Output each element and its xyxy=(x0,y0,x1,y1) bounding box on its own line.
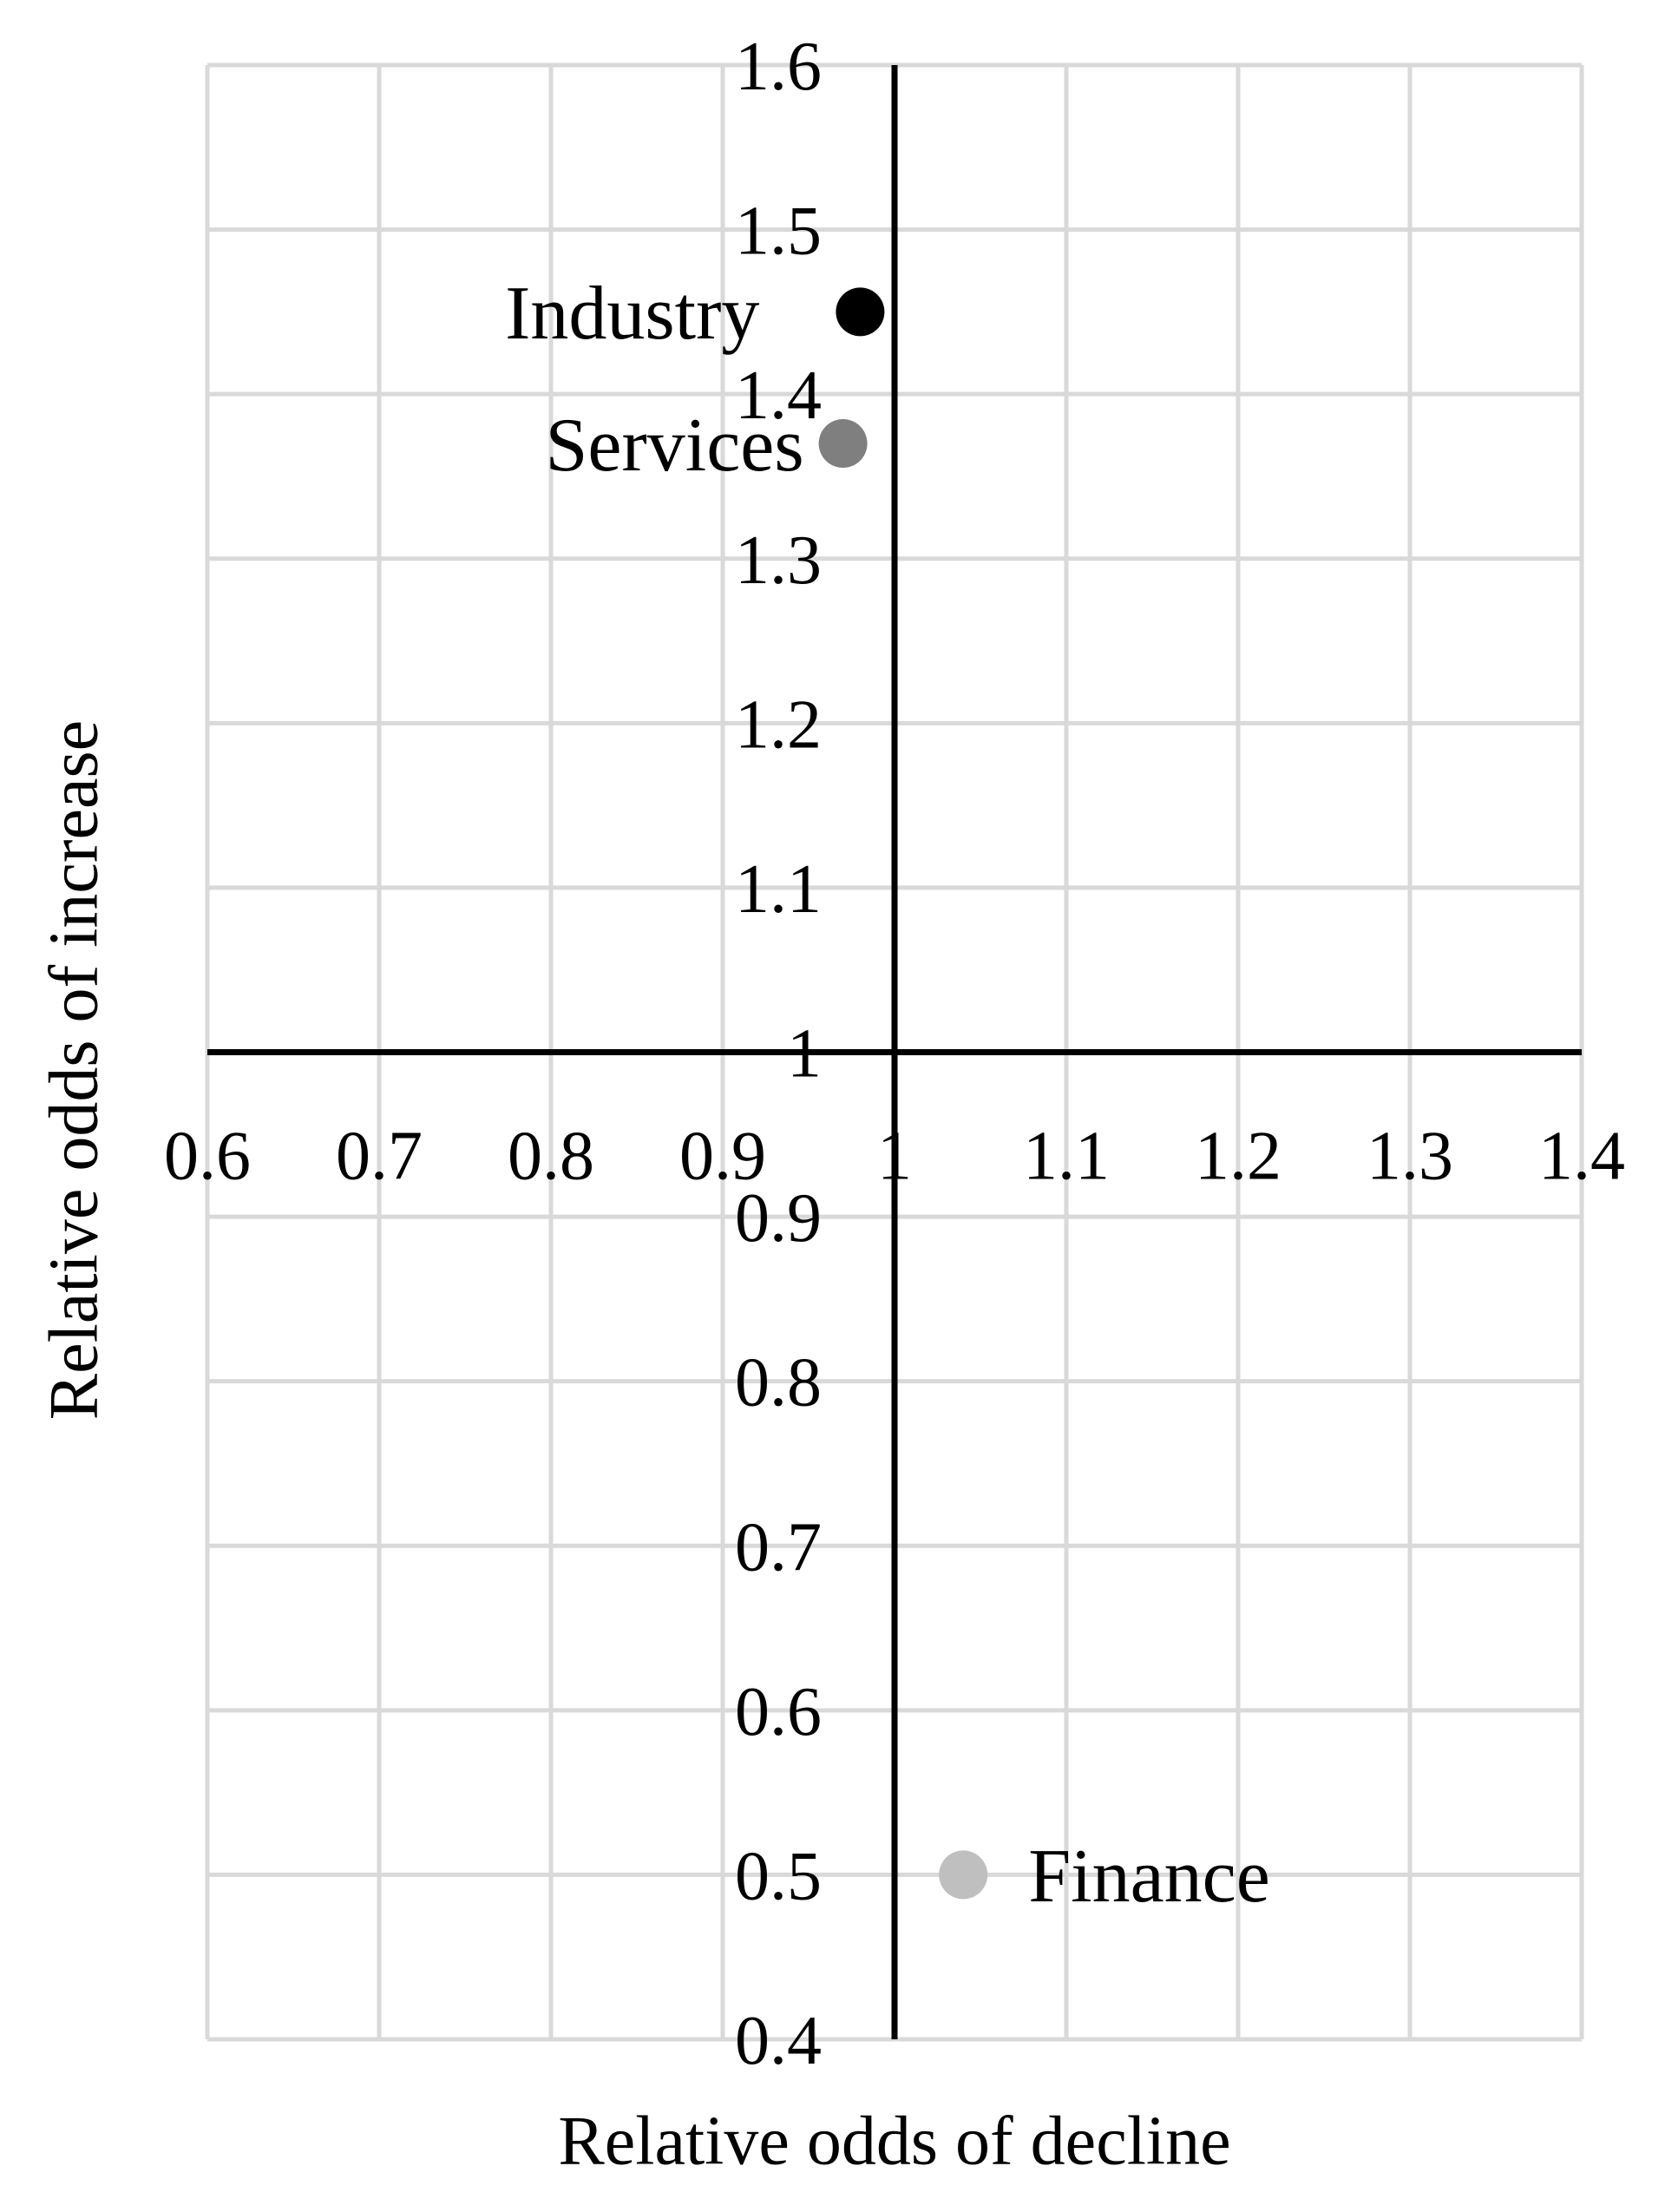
y-axis-title: Relative odds of increase xyxy=(36,719,113,1421)
data-point-label-industry: Industry xyxy=(505,272,759,356)
data-point-label-services: Services xyxy=(545,404,803,488)
y-tick-label-1.4: 1.4 xyxy=(735,358,822,434)
y-tick-label-1.1: 1.1 xyxy=(735,851,822,928)
y-tick-label-0.7: 0.7 xyxy=(735,1509,822,1585)
y-tick-label-0.4: 0.4 xyxy=(735,2003,822,2079)
x-axis-title: Relative odds of decline xyxy=(558,2103,1231,2180)
x-tick-label-0.8: 0.8 xyxy=(508,1119,594,1195)
y-tick-label-0.6: 0.6 xyxy=(735,1674,822,1750)
data-point-services xyxy=(818,419,868,469)
x-tick-label-1: 1 xyxy=(877,1119,912,1195)
y-tick-label-1.5: 1.5 xyxy=(735,194,822,270)
y-tick-label-1.6: 1.6 xyxy=(735,29,822,105)
x-tick-label-0.6: 0.6 xyxy=(164,1119,251,1195)
y-tick-label-1: 1 xyxy=(787,1016,822,1093)
y-tick-label-1.2: 1.2 xyxy=(735,686,822,763)
y-tick-label-1.3: 1.3 xyxy=(735,522,822,599)
y-tick-label-0.8: 0.8 xyxy=(735,1345,822,1421)
x-tick-label-1.4: 1.4 xyxy=(1538,1119,1625,1195)
x-tick-label-1.1: 1.1 xyxy=(1023,1119,1110,1195)
x-tick-label-0.9: 0.9 xyxy=(679,1119,766,1195)
x-tick-label-0.7: 0.7 xyxy=(336,1119,423,1195)
x-tick-label-1.2: 1.2 xyxy=(1195,1119,1282,1195)
data-point-label-finance: Finance xyxy=(1028,1835,1270,1919)
data-point-finance xyxy=(939,1850,988,1900)
y-tick-label-0.9: 0.9 xyxy=(735,1180,822,1257)
x-tick-label-1.3: 1.3 xyxy=(1367,1119,1453,1195)
y-tick-label-0.5: 0.5 xyxy=(735,1838,822,1914)
data-point-industry xyxy=(836,287,885,337)
